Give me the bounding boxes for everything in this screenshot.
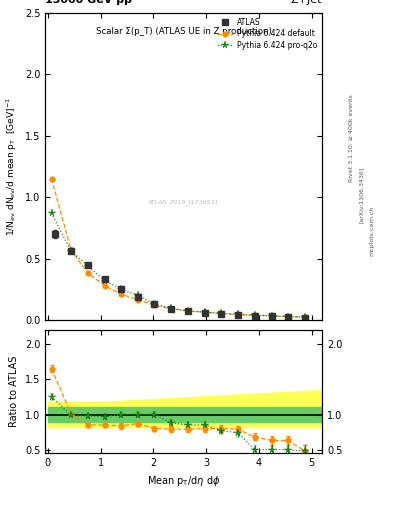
Text: Z+Jet: Z+Jet — [291, 0, 322, 5]
Text: mcplots.cern.ch: mcplots.cern.ch — [369, 205, 374, 255]
Y-axis label: 1/N$_\mathregular{ev}$ dN$_\mathregular{ev}$/d mean p$_\mathregular{T}$  [GeV]$^: 1/N$_\mathregular{ev}$ dN$_\mathregular{… — [5, 97, 19, 236]
Text: Rivet 3.1.10, ≥ 400k events: Rivet 3.1.10, ≥ 400k events — [349, 94, 354, 182]
Y-axis label: Ratio to ATLAS: Ratio to ATLAS — [9, 356, 19, 428]
Text: Scalar Σ(p_T) (ATLAS UE in Z production): Scalar Σ(p_T) (ATLAS UE in Z production) — [96, 27, 272, 36]
X-axis label: Mean p$_\mathregular{T}$/d$\eta$ d$\phi$: Mean p$_\mathregular{T}$/d$\eta$ d$\phi$ — [147, 474, 220, 487]
Text: ATLAS_2019_I1736531: ATLAS_2019_I1736531 — [148, 199, 219, 205]
Text: [arXiv:1306.3436]: [arXiv:1306.3436] — [359, 166, 364, 223]
Text: 13000 GeV pp: 13000 GeV pp — [45, 0, 132, 5]
Legend: ATLAS, Pythia 6.424 default, Pythia 6.424 pro-q2o: ATLAS, Pythia 6.424 default, Pythia 6.42… — [214, 15, 320, 53]
